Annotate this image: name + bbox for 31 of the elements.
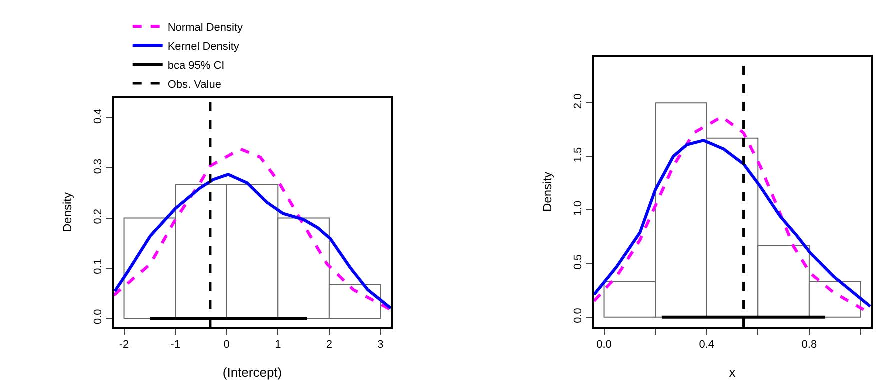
y-tick-label: 2.0 — [572, 94, 585, 110]
line-series — [114, 173, 391, 310]
x-tick-label: -2 — [119, 339, 130, 352]
y-tick-label: 1.0 — [572, 200, 585, 216]
y-tick-label: 1.5 — [572, 147, 585, 163]
y-tick-label: 0.0 — [92, 309, 105, 324]
y-axis-title: Density — [60, 192, 74, 233]
legend-label: Kernel Density — [168, 40, 240, 53]
line-series — [594, 139, 871, 308]
y-tick-label: 0.2 — [92, 208, 105, 224]
x-tick-label: 3 — [378, 339, 384, 352]
line-series — [114, 148, 391, 312]
x-tick-label: 0.4 — [699, 339, 714, 352]
x-tick-label: 2 — [326, 339, 333, 352]
y-tick-label: 0.5 — [572, 254, 585, 270]
x-tick-label: 0 — [224, 339, 230, 352]
x-tick-label: 0.8 — [802, 339, 818, 352]
legend-label: Normal Density — [168, 22, 244, 34]
line-series — [594, 116, 866, 312]
x-axis-title: x — [729, 365, 736, 380]
x-axis-title: (Intercept) — [222, 365, 282, 380]
y-tick-label: 0.3 — [92, 158, 105, 174]
y-tick-label: 0.4 — [92, 108, 105, 124]
x-tick-label: 0.0 — [596, 339, 612, 352]
y-tick-label: 0.1 — [92, 259, 105, 274]
y-tick-label: 0.0 — [572, 308, 585, 324]
legend-label: bca 95% CI — [168, 60, 225, 72]
y-axis-title: Density — [540, 172, 554, 212]
x-tick-label: -1 — [170, 339, 180, 352]
legend-label: Obs. Value — [168, 78, 222, 91]
x-tick-label: 1 — [275, 339, 282, 352]
